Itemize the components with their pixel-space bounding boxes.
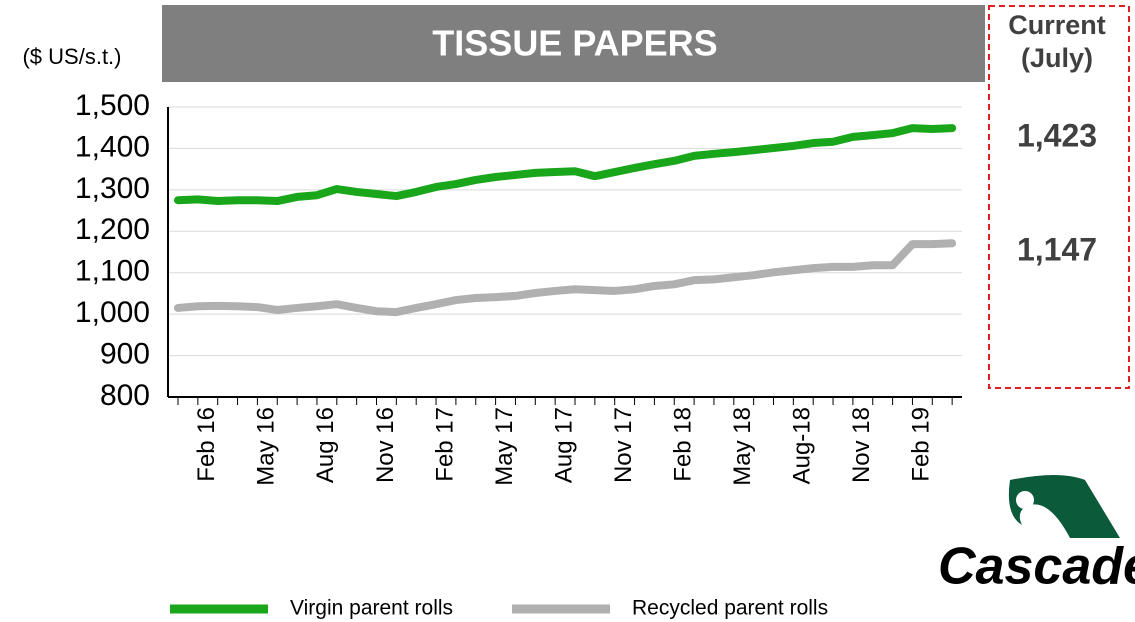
y-tick-label: 1,400: [75, 130, 150, 163]
brand-logo: Cascades: [938, 475, 1135, 596]
y-axis-label: ($ US/s.t.): [22, 44, 121, 69]
x-tick-label: Feb 17: [431, 407, 458, 482]
chart-title: TISSUE PAPERS: [432, 23, 717, 64]
x-tick-label: Nov 16: [372, 407, 399, 483]
legend-label: Recycled parent rolls: [632, 597, 828, 620]
x-tick-label: Nov 17: [610, 407, 637, 483]
x-tick-label: May 17: [491, 407, 518, 486]
x-tick-label: Feb 16: [193, 407, 220, 482]
current-value: 1,147: [1017, 231, 1097, 267]
y-tick-label: 1,200: [75, 213, 150, 246]
legend-label: Virgin parent rolls: [290, 597, 453, 620]
line-series: [174, 124, 957, 206]
y-tick-label: 1,000: [75, 296, 150, 329]
y-tick-label: 800: [100, 379, 150, 412]
x-tick-label: Nov 18: [848, 407, 875, 483]
brand-name: Cascades: [938, 538, 1135, 596]
current-value: 1,423: [1017, 117, 1097, 153]
x-tick-label: Aug-18: [789, 407, 816, 484]
current-box: [988, 5, 1130, 389]
title-banner: [162, 5, 985, 82]
current-heading: Current: [1008, 10, 1106, 40]
current-heading: (July): [1021, 43, 1093, 73]
line-series: [174, 239, 957, 317]
x-tick-label: May 16: [253, 407, 280, 486]
x-tick-label: Feb 19: [908, 407, 935, 482]
y-tick-label: 1,500: [75, 89, 150, 122]
x-tick-label: Feb 18: [670, 407, 697, 482]
x-tick-label: Aug 17: [550, 407, 577, 483]
x-tick-label: Aug 16: [312, 407, 339, 483]
y-tick-label: 1,100: [75, 255, 150, 288]
y-tick-label: 900: [100, 337, 150, 370]
y-tick-label: 1,300: [75, 172, 150, 205]
x-tick-label: May 18: [729, 407, 756, 486]
